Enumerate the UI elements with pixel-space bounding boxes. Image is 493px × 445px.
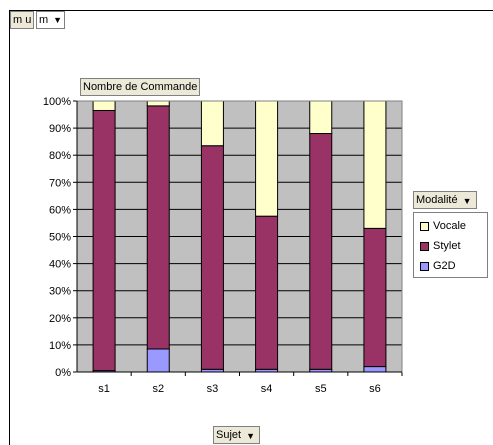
dropdown-arrow-icon: ▼ (53, 15, 63, 26)
bar-segment-vocale (92, 100, 116, 111)
category-dropdown-arrow-icon: ▼ (246, 431, 256, 441)
y-tick-label: 100% (43, 96, 71, 108)
bar-segment-stylet (255, 215, 279, 370)
bar-segment-stylet (92, 109, 116, 372)
bar-segment-vocale (255, 100, 279, 217)
legend-item-vocale: Vocale (420, 219, 466, 233)
series-field-button[interactable]: Modalité ▼ (413, 191, 477, 209)
y-tick-label: 80% (49, 150, 71, 162)
bar-segment-stylet (146, 105, 170, 350)
top-border-line (9, 10, 493, 11)
legend-item-stylet: Stylet (420, 239, 461, 253)
bar-segment-vocale (309, 100, 333, 135)
bar-segment-vocale (363, 100, 387, 229)
legend-item-g2d: G2D (420, 259, 456, 273)
y-tick-label: 60% (49, 204, 71, 216)
legend-swatch (420, 261, 429, 271)
y-tick-label: 90% (49, 123, 71, 135)
x-tick-label: s1 (98, 383, 110, 395)
y-tick-label: 20% (49, 313, 71, 325)
page-field-value: m (39, 14, 49, 26)
category-field-label: Sujet (216, 429, 242, 441)
legend-label: Vocale (433, 220, 467, 232)
bar-segment-vocale (146, 100, 170, 107)
x-tick-label: s3 (207, 383, 219, 395)
y-tick-label: 50% (49, 232, 71, 244)
bar-segment-g2d (363, 366, 387, 373)
bar-segment-g2d (146, 348, 170, 373)
bar-segment-stylet (200, 145, 224, 370)
page-field-button[interactable]: m u (10, 11, 35, 29)
bar-segment-vocale (200, 100, 224, 147)
legend-label: Stylet (433, 240, 461, 252)
y-tick-label: 0% (55, 367, 71, 379)
y-tick-label: 10% (49, 340, 71, 352)
series-dropdown-arrow-icon: ▼ (462, 196, 472, 206)
page-field-dropdown[interactable]: m ▼ (36, 11, 66, 29)
x-tick-label: s6 (369, 383, 381, 395)
y-tick-label: 40% (49, 259, 71, 271)
legend-label: G2D (433, 260, 456, 272)
bar-segment-stylet (363, 227, 387, 368)
bar-segment-stylet (309, 133, 333, 370)
y-tick-label: 30% (49, 286, 71, 298)
x-tick-label: s2 (152, 383, 164, 395)
legend: Vocale Stylet G2D (413, 212, 488, 278)
x-tick-label: s5 (315, 383, 327, 395)
x-tick-label: s4 (261, 383, 273, 395)
legend-swatch (420, 241, 429, 251)
data-field-button[interactable]: Nombre de Commande (80, 78, 201, 96)
series-field-label: Modalité (416, 194, 458, 206)
category-field-button[interactable]: Sujet ▼ (213, 426, 261, 444)
left-border-line (9, 10, 10, 445)
legend-swatch (420, 221, 429, 231)
y-tick-label: 70% (49, 177, 71, 189)
